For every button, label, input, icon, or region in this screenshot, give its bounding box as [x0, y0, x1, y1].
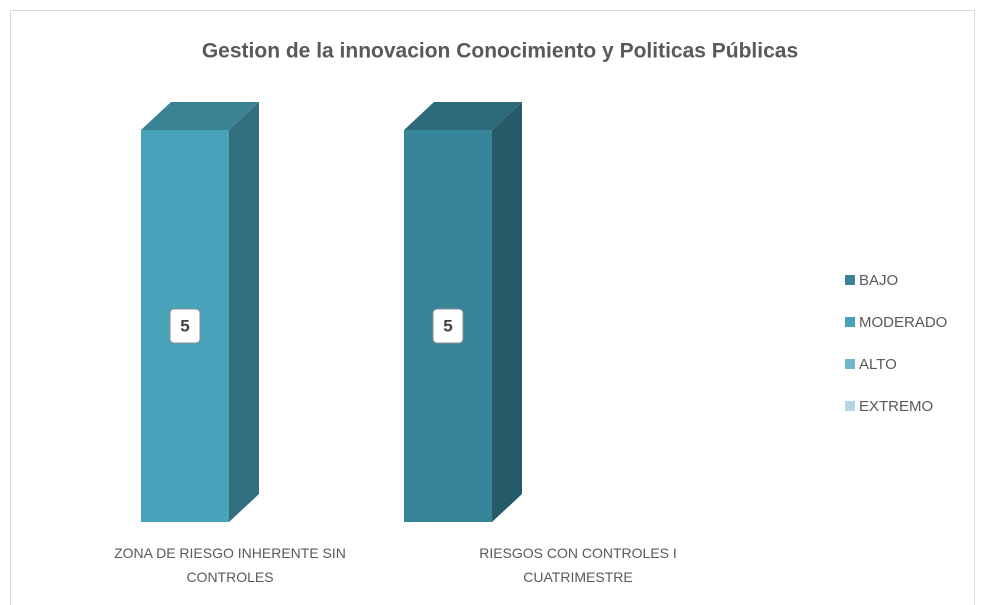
legend-swatch [845, 401, 855, 411]
data-label: 5 [443, 316, 452, 335]
data-label-box [169, 308, 201, 344]
x-tick-label: RIESGOS CON CONTROLES I CUATRIMESTRE [479, 545, 677, 585]
data-label: 5 [180, 316, 189, 335]
bar-side [229, 102, 259, 522]
bar-side [492, 102, 522, 522]
legend-swatch [845, 317, 855, 327]
bar-top [141, 102, 259, 130]
legend-swatch [845, 275, 855, 285]
legend-label: BAJO [859, 272, 898, 289]
data-label-box [432, 308, 464, 344]
legend-swatch [845, 359, 855, 369]
chart-title: Gestion de la innovacion Conocimiento y … [202, 40, 798, 63]
legend-label: MODERADO [859, 314, 947, 331]
legend-label: EXTREMO [859, 398, 933, 415]
legend-label: ALTO [859, 356, 897, 373]
x-tick-label: ZONA DE RIESGO INHERENTE SIN CONTROLES [114, 545, 346, 585]
bar-top [404, 102, 522, 130]
